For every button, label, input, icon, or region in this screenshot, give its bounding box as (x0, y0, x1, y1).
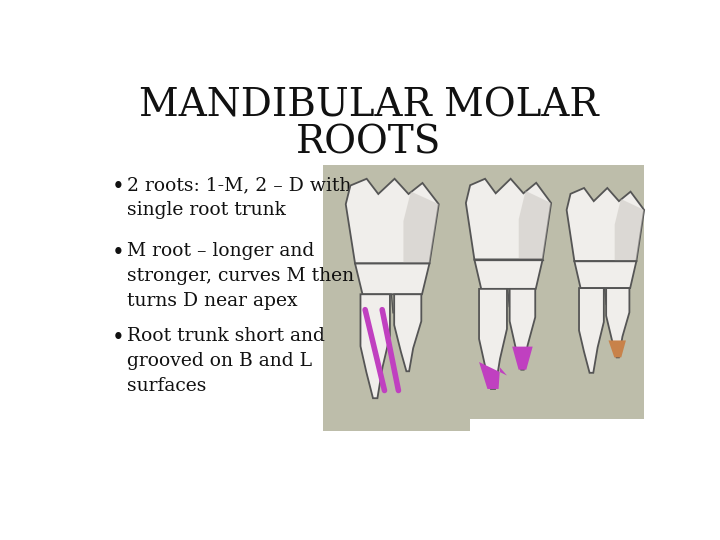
Text: Root trunk short and
grooved on B and L
surfaces: Root trunk short and grooved on B and L … (127, 327, 325, 395)
Polygon shape (608, 340, 626, 357)
Polygon shape (615, 199, 644, 261)
Polygon shape (512, 347, 533, 370)
Polygon shape (567, 188, 644, 261)
Text: 2 roots: 1-M, 2 – D with
single root trunk: 2 roots: 1-M, 2 – D with single root tru… (127, 177, 351, 219)
Polygon shape (474, 260, 543, 289)
Polygon shape (323, 165, 644, 430)
Polygon shape (479, 289, 507, 389)
Text: MANDIBULAR MOLAR: MANDIBULAR MOLAR (139, 88, 599, 125)
Polygon shape (510, 289, 535, 370)
Text: •: • (112, 177, 125, 199)
Polygon shape (606, 288, 629, 357)
Text: ROOTS: ROOTS (297, 125, 441, 162)
Polygon shape (394, 294, 421, 372)
FancyBboxPatch shape (323, 165, 644, 419)
Text: •: • (112, 242, 125, 264)
Text: M root – longer and
stronger, curves M then
turns D near apex: M root – longer and stronger, curves M t… (127, 242, 354, 310)
Polygon shape (466, 179, 551, 260)
Polygon shape (355, 264, 429, 294)
Polygon shape (518, 191, 551, 260)
Polygon shape (346, 179, 438, 264)
Polygon shape (575, 261, 636, 288)
Text: •: • (112, 327, 125, 349)
Polygon shape (479, 362, 507, 389)
Polygon shape (361, 294, 390, 398)
Polygon shape (403, 192, 438, 264)
Polygon shape (579, 288, 604, 373)
